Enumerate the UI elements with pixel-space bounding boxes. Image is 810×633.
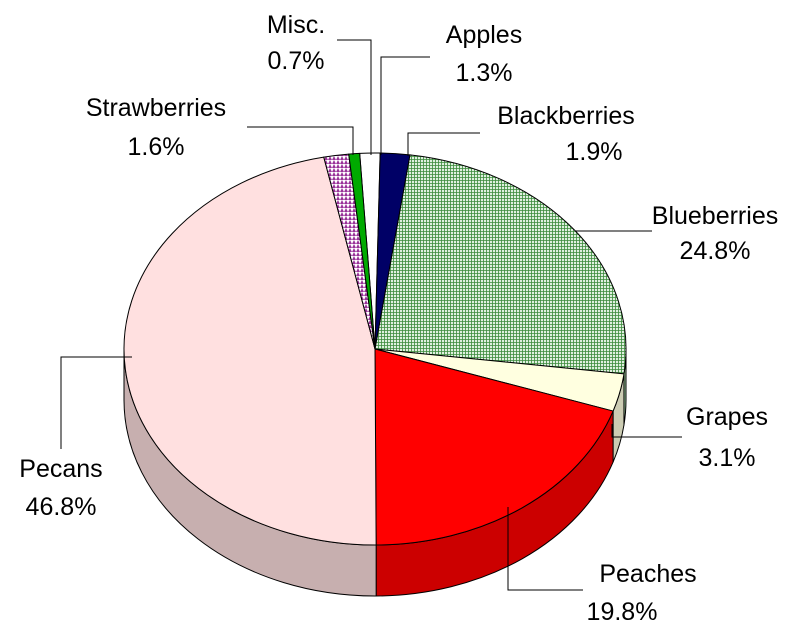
slice-name-blackberries: Blackberries (497, 102, 635, 130)
slice-value-blueberries: 24.8% (680, 237, 751, 265)
leader-line-blackberries (407, 132, 480, 156)
slice-name-peaches: Peaches (599, 560, 696, 588)
pie-slice-peaches (374, 348, 614, 546)
slice-name-misc: Misc. (267, 11, 325, 39)
leader-line-apples (380, 56, 430, 155)
slice-value-misc: 0.7% (268, 47, 325, 75)
slice-name-apples: Apples (446, 21, 522, 49)
slice-value-peaches: 19.8% (587, 598, 658, 626)
pie-slice-blueberries (374, 154, 627, 375)
pie-slice-pecans (123, 156, 377, 546)
slice-value-strawberries: 1.6% (128, 133, 185, 161)
slice-name-blueberries: Blueberries (652, 202, 778, 230)
slice-name-pecans: Pecans (19, 455, 102, 483)
leader-line-pecans (60, 356, 132, 449)
slice-value-blackberries: 1.9% (566, 138, 623, 166)
slice-value-apples: 1.3% (456, 59, 513, 87)
leader-lines (60, 39, 682, 591)
slice-value-pecans: 46.8% (26, 493, 97, 521)
pie-slices (123, 152, 627, 546)
leader-line-grapes (611, 424, 682, 438)
leader-line-peaches (507, 507, 583, 591)
leader-line-strawberries (247, 126, 354, 155)
pie-slice-misc (348, 152, 376, 350)
slice-value-grapes: 3.1% (699, 444, 756, 472)
leader-line-misc (337, 39, 372, 155)
slice-name-grapes: Grapes (686, 403, 768, 431)
slice-name-strawberries: Strawberries (86, 94, 226, 122)
slice-labels: Apples 1.3% Blackberries 1.9% Blueberries 24.… (19, 11, 778, 626)
